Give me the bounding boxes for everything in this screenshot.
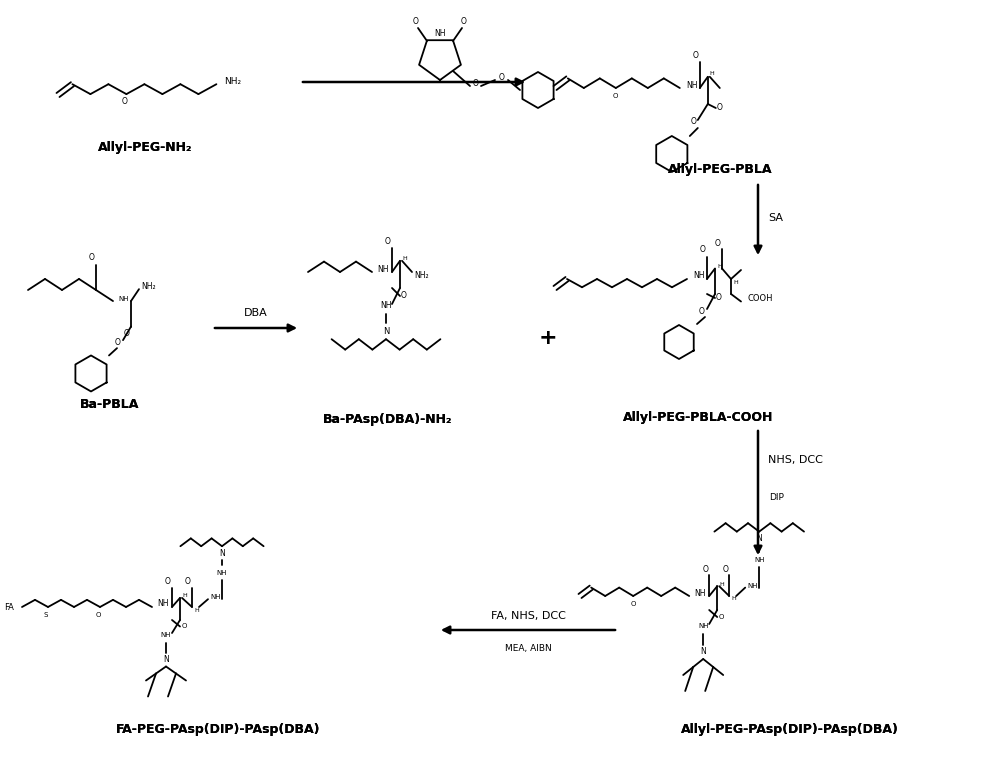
Text: H: H — [710, 71, 715, 76]
Text: O: O — [473, 79, 479, 89]
Text: O: O — [121, 96, 127, 106]
Text: NH: NH — [434, 30, 446, 39]
Text: FA: FA — [4, 602, 14, 611]
Text: NH₂: NH₂ — [141, 281, 156, 291]
Text: O: O — [461, 16, 467, 26]
Text: O: O — [700, 245, 706, 254]
Text: H: H — [194, 608, 199, 612]
Text: Allyl-PEG-PBLA: Allyl-PEG-PBLA — [668, 163, 772, 176]
Text: O: O — [691, 117, 697, 127]
Text: H: H — [719, 582, 724, 587]
Text: O: O — [699, 306, 705, 315]
Text: O: O — [413, 16, 419, 26]
Text: Allyl-PEG-PAsp(DIP)-PAsp(DBA): Allyl-PEG-PAsp(DIP)-PAsp(DBA) — [681, 723, 899, 737]
Text: O: O — [631, 601, 636, 607]
Text: N: N — [163, 655, 169, 664]
Text: O: O — [719, 614, 724, 620]
Text: H: H — [402, 256, 407, 261]
Text: Ba-PBLA: Ba-PBLA — [80, 399, 140, 412]
Text: COOH: COOH — [747, 294, 772, 303]
Text: S: S — [44, 612, 48, 618]
Text: DIP: DIP — [769, 493, 784, 503]
Text: H: H — [717, 264, 722, 269]
Text: DBA: DBA — [244, 308, 268, 318]
Text: NH: NH — [161, 632, 171, 638]
Text: O: O — [693, 51, 699, 60]
Text: O: O — [716, 292, 722, 301]
Text: NH: NH — [210, 594, 220, 600]
Text: N: N — [700, 647, 706, 657]
Text: NH: NH — [693, 271, 704, 280]
Text: Allyl-PEG-PAsp(DIP)-PAsp(DBA): Allyl-PEG-PAsp(DIP)-PAsp(DBA) — [681, 723, 899, 737]
Text: O: O — [702, 565, 708, 573]
Text: FA-PEG-PAsp(DIP)-PAsp(DBA): FA-PEG-PAsp(DIP)-PAsp(DBA) — [116, 723, 320, 737]
Text: MEA, AIBN: MEA, AIBN — [505, 643, 551, 653]
Text: Allyl-PEG-PBLA: Allyl-PEG-PBLA — [668, 163, 772, 176]
Text: O: O — [401, 291, 407, 301]
Text: H: H — [182, 594, 187, 598]
Text: SA: SA — [768, 213, 783, 223]
Text: Ba-PAsp(DBA)-NH₂: Ba-PAsp(DBA)-NH₂ — [323, 413, 453, 427]
Text: O: O — [95, 612, 101, 618]
Text: FA, NHS, DCC: FA, NHS, DCC — [491, 611, 565, 621]
Text: O: O — [89, 253, 95, 262]
Text: NH: NH — [694, 588, 706, 598]
Text: NH: NH — [217, 570, 227, 576]
Text: N: N — [383, 326, 389, 336]
Text: O: O — [115, 338, 121, 347]
Text: NH: NH — [754, 556, 764, 563]
Text: O: O — [499, 74, 505, 82]
Text: Ba-PBLA: Ba-PBLA — [80, 399, 140, 412]
Text: Allyl-PEG-NH₂: Allyl-PEG-NH₂ — [98, 141, 192, 155]
Text: NH: NH — [118, 296, 128, 302]
Text: O: O — [722, 565, 728, 573]
Text: NH: NH — [686, 81, 697, 89]
Text: NH: NH — [698, 623, 708, 629]
Text: Ba-PAsp(DBA)-NH₂: Ba-PAsp(DBA)-NH₂ — [323, 413, 453, 427]
Text: O: O — [181, 623, 187, 629]
Text: NH₂: NH₂ — [224, 77, 242, 85]
Text: H: H — [731, 597, 736, 601]
Text: O: O — [717, 103, 723, 112]
Text: Allyl-PEG-PBLA-COOH: Allyl-PEG-PBLA-COOH — [623, 412, 773, 424]
Text: N: N — [219, 549, 225, 558]
Text: Allyl-PEG-PBLA-COOH: Allyl-PEG-PBLA-COOH — [623, 412, 773, 424]
Text: N: N — [756, 534, 762, 543]
Text: O: O — [613, 93, 618, 99]
Text: Allyl-PEG-NH₂: Allyl-PEG-NH₂ — [98, 141, 192, 155]
Text: FA-PEG-PAsp(DIP)-PAsp(DBA): FA-PEG-PAsp(DIP)-PAsp(DBA) — [116, 723, 320, 737]
Text: NH: NH — [747, 583, 758, 589]
Text: NH₂: NH₂ — [414, 270, 429, 280]
Text: O: O — [124, 329, 130, 338]
Text: O: O — [715, 239, 721, 248]
Text: O: O — [385, 238, 391, 246]
Text: NHS, DCC: NHS, DCC — [768, 455, 823, 465]
Text: NH: NH — [380, 301, 392, 311]
Text: NH: NH — [377, 264, 388, 274]
Text: NH: NH — [157, 600, 168, 608]
Text: H: H — [733, 280, 738, 284]
Text: +: + — [539, 328, 557, 348]
Text: O: O — [165, 577, 171, 586]
Text: O: O — [185, 577, 191, 586]
